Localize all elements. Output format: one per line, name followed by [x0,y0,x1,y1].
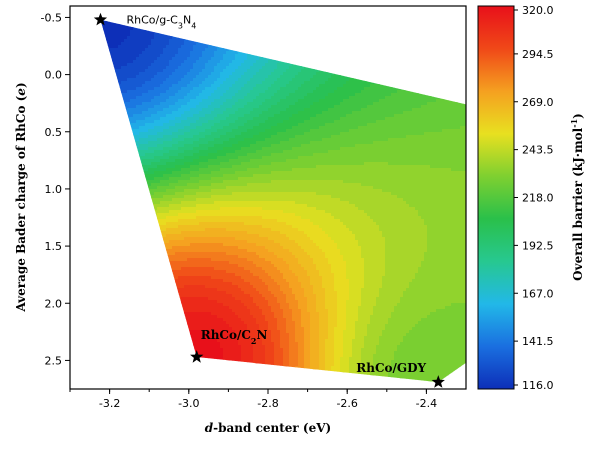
data-point-star [93,12,108,26]
data-point-label: RhCo/C2N [201,328,268,346]
y-tick-label: 0.0 [45,69,63,82]
x-axis-title-italic: d [205,421,214,435]
y-tick-label: 0.5 [45,126,63,139]
data-point-star [190,350,204,363]
x-axis-title-rest: -band center (eV) [213,421,331,435]
x-axis-ticks: -3.2 -3.0 -2.8 -2.6 -2.4 [69,389,437,410]
plot-area: -3.2 -3.0 -2.8 -2.6 -2.4 -0.5 0.0 0.5 1.0 1.5 2.0… [41,5,467,410]
data-point-label: RhCo/g-C3N4 [126,14,196,31]
y-tick-label: 1.5 [45,240,63,253]
y-tick-label: 2.5 [45,354,63,367]
colorbar-title-close: ) [571,113,585,119]
x-tick-label: -3.2 [99,397,120,410]
y-axis-title-text: Average Bader charge of RhCo ( [14,95,28,312]
colorbar-title-main: Overall barrier (kJ·mol [571,127,585,281]
y-axis-title-close: ) [14,82,28,88]
heatmap-region [100,19,466,383]
data-points: RhCo/g-C3N4 RhCo/C2N RhCo/GDY [93,12,445,388]
y-tick-label: -0.5 [41,11,62,24]
y-axis-title-italic: e [14,88,28,96]
y-tick-label: 2.0 [45,297,63,310]
colorbar: 116.0 141.5 167.0 192.5 218.0 243.5 269.0 294.5… [477,4,585,392]
x-tick-label: -2.4 [416,397,437,410]
y-axis-ticks: -0.5 0.0 0.5 1.0 1.5 2.0 2.5 [41,11,70,367]
colorbar-tick-label: 167.0 [522,287,554,300]
colorbar-tick-label: 243.5 [522,144,554,157]
x-tick-label: -3.0 [178,397,199,410]
colorbar-title-sup: -1 [569,119,579,128]
colorbar-tick-label: 294.5 [522,48,554,61]
colorbar-tick-label: 116.0 [522,379,554,392]
x-axis-title: d-band center (eV) [205,421,331,435]
x-tick-label: -2.6 [336,397,357,410]
colorbar-tick-label: 269.0 [522,96,554,109]
data-point-label: RhCo/GDY [356,361,426,375]
colorbar-tick-label: 320.0 [522,4,554,17]
data-point-star [431,375,445,388]
colorbar-tick-label: 141.5 [522,335,554,348]
colorbar-ticks: 116.0 141.5 167.0 192.5 218.0 243.5 269.0 294.5… [514,4,554,392]
x-tick-label: -2.8 [257,397,278,410]
colorbar-tick-label: 192.5 [522,239,554,252]
colorbar-gradient [477,5,515,390]
colorbar-tick-label: 218.0 [522,192,554,205]
colorbar-title: Overall barrier (kJ·mol-1) [569,113,585,281]
y-axis-title: Average Bader charge of RhCo (e) [14,82,28,312]
y-tick-label: 1.0 [45,183,63,196]
